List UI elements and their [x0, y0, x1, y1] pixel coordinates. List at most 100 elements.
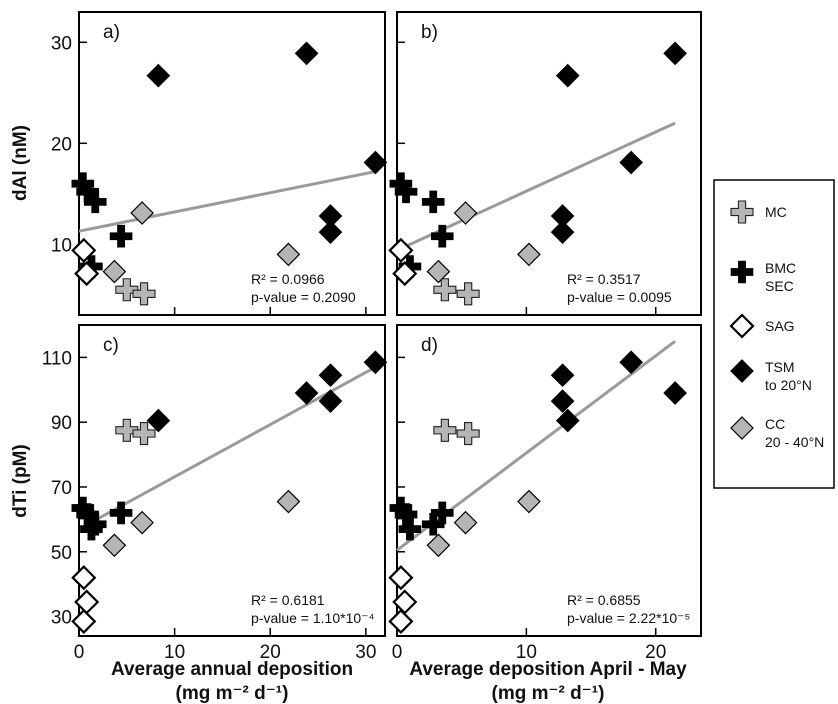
data-point	[394, 180, 418, 204]
panel-label: c)	[103, 335, 119, 356]
panel-frame	[396, 324, 702, 637]
data-point	[146, 408, 171, 433]
y-tick-label: 110	[42, 348, 72, 369]
data-point	[453, 510, 478, 535]
p-value-text: p-value = 0.0095	[567, 289, 672, 305]
data-point	[363, 150, 388, 175]
data-point	[619, 350, 643, 375]
data-point	[430, 224, 454, 248]
data-point	[550, 220, 575, 245]
data-point	[517, 242, 541, 267]
x-tick-label: 0	[74, 642, 85, 663]
data-point	[83, 190, 107, 214]
data-point	[318, 363, 343, 388]
data-point	[130, 201, 154, 225]
legend-label: SEC	[765, 278, 794, 294]
data-point	[71, 608, 97, 634]
data-point	[433, 418, 457, 442]
panel-frame	[78, 324, 386, 637]
data-point	[388, 565, 414, 591]
legend-label: 20 - 40°N	[765, 434, 824, 450]
data-point	[430, 501, 454, 525]
data-point	[550, 389, 575, 413]
y-tick-label: 30	[51, 33, 72, 54]
data-point	[555, 63, 580, 88]
x-tick-label: 10	[516, 642, 537, 663]
legend-marker	[730, 200, 754, 224]
data-point	[619, 150, 643, 175]
p-value-text: p-value = 1.10*10⁻⁴	[251, 610, 375, 626]
x-axis-title: Average deposition April - May	[409, 659, 687, 680]
legend-marker	[729, 313, 755, 339]
data-point	[74, 261, 100, 287]
data-point	[456, 421, 480, 446]
data-point	[517, 489, 541, 514]
data-point	[426, 259, 451, 284]
data-point	[392, 261, 418, 287]
panel-label: d)	[421, 335, 438, 356]
data-point	[294, 381, 319, 405]
data-point	[663, 381, 687, 405]
data-point	[132, 282, 156, 306]
y-tick-label: 70	[51, 478, 72, 499]
data-point	[276, 489, 301, 514]
data-point	[550, 363, 575, 388]
x-axis-title: Average annual deposition	[111, 659, 353, 680]
r-squared-text: R² = 0.0966	[251, 271, 325, 287]
panel-d: 0 10 20 d) R² = 0.6855 p-value = 2.22*10⁻⁵	[388, 324, 702, 663]
x-axis-unit: (mg m⁻² d⁻¹)	[492, 683, 605, 704]
legend-label: to 20°N	[765, 377, 812, 393]
y-axis-title: dAl (nM)	[10, 125, 31, 201]
legend-marker	[730, 260, 754, 284]
data-point	[318, 220, 343, 245]
data-point	[318, 389, 343, 413]
data-point	[433, 278, 457, 302]
legend-label: CC	[765, 416, 785, 432]
panel-c: 0 10 20 30 30 50 70 90 110 c) R² = 0.6181 p-value =…	[42, 324, 388, 663]
y-tick-label: 50	[51, 543, 72, 564]
x-tick-label: 30	[355, 642, 376, 663]
panel-a: 10 20 30 a) R² = 0.0966 p-value = 0.2090	[51, 11, 388, 316]
data-point	[388, 237, 414, 263]
p-value-text: p-value = 2.22*10⁻⁵	[567, 610, 690, 626]
legend-label: MC	[765, 204, 787, 220]
data-point	[426, 533, 451, 558]
data-point	[276, 242, 301, 267]
p-value-text: p-value = 0.2090	[251, 289, 356, 305]
x-axis-unit: (mg m⁻² d⁻¹)	[176, 683, 289, 704]
data-point	[398, 517, 422, 541]
y-tick-label: 30	[51, 608, 72, 629]
panel-b: b) R² = 0.3517 p-value = 0.0095	[388, 11, 702, 316]
legend-label: TSM	[765, 359, 795, 375]
data-point	[663, 41, 687, 66]
data-point	[71, 565, 97, 591]
r-squared-text: R² = 0.6855	[567, 592, 641, 608]
legend: MC BMC SEC SAG TSM to 20°N CC 20 - 40°N	[713, 179, 835, 489]
panel-frame	[78, 11, 386, 316]
regression-line	[78, 170, 376, 233]
data-point	[109, 501, 133, 525]
x-tick-label: 20	[260, 642, 281, 663]
legend-label: BMC	[765, 260, 796, 276]
data-point	[80, 517, 103, 541]
data-point	[115, 418, 139, 442]
legend-frame	[713, 179, 835, 489]
x-tick-label: 20	[645, 642, 666, 663]
x-tick-label: 0	[392, 642, 403, 663]
panel-label: a)	[103, 22, 120, 43]
data-point	[363, 350, 388, 375]
data-point	[555, 408, 580, 433]
data-point	[130, 510, 154, 535]
data-point	[102, 533, 127, 558]
r-squared-text: R² = 0.6181	[251, 592, 325, 608]
data-point	[71, 237, 97, 263]
data-point	[115, 278, 139, 302]
panel-frame	[396, 11, 702, 316]
y-tick-label: 20	[51, 134, 72, 155]
legend-label: SAG	[765, 318, 795, 334]
y-tick-label: 10	[51, 235, 72, 256]
legend-marker	[730, 359, 754, 383]
data-point	[146, 63, 171, 88]
panel-label: b)	[421, 22, 438, 43]
